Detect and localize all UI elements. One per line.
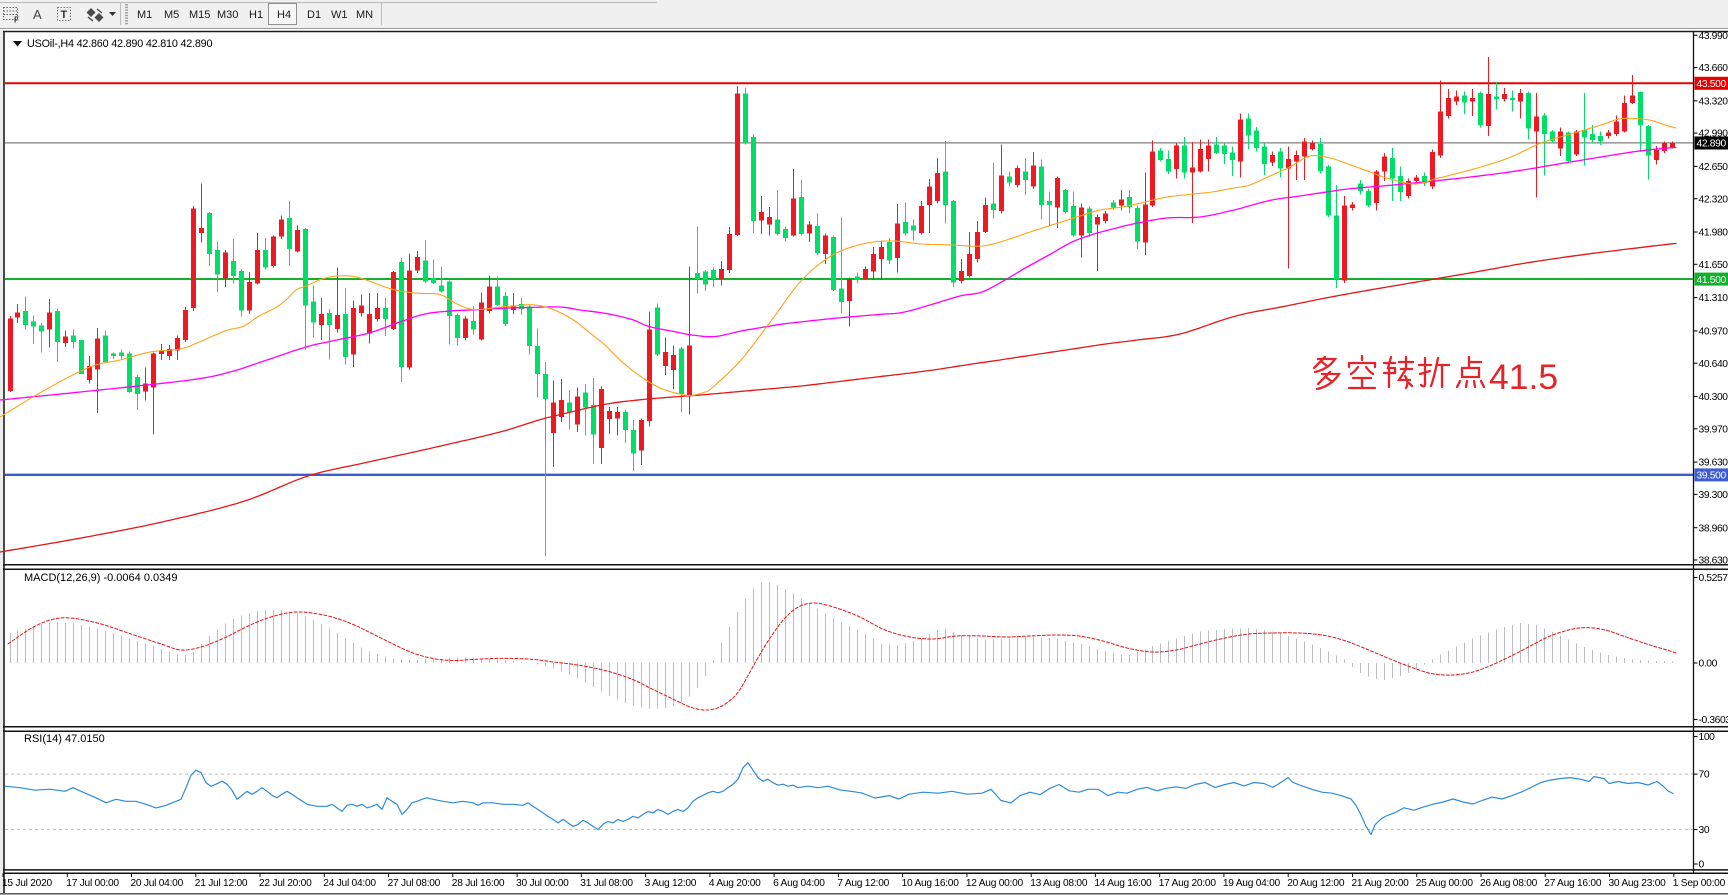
svg-text:30 Jul 00:00: 30 Jul 00:00 [516,878,569,889]
svg-text:-0.3603: -0.3603 [1699,715,1728,726]
svg-text:27 Aug 16:00: 27 Aug 16:00 [1544,878,1602,889]
svg-text:12 Aug 00:00: 12 Aug 00:00 [966,878,1024,889]
svg-text:39.500: 39.500 [1697,471,1727,482]
svg-text:A: A [33,7,42,22]
svg-text:17 Aug 20:00: 17 Aug 20:00 [1159,878,1217,889]
svg-text:MACD(12,26,9) -0.0064 0.0349: MACD(12,26,9) -0.0064 0.0349 [24,572,177,584]
svg-text:26 Aug 08:00: 26 Aug 08:00 [1480,878,1538,889]
svg-text:F: F [14,16,19,25]
svg-text:M5: M5 [164,9,179,21]
svg-text:42.320: 42.320 [1699,194,1728,205]
svg-text:0.5257: 0.5257 [1699,573,1728,584]
svg-text:41.5: 41.5 [1489,357,1558,397]
svg-text:41.500: 41.500 [1697,275,1727,286]
svg-text:H1: H1 [249,9,263,21]
svg-text:25 Aug 00:00: 25 Aug 00:00 [1416,878,1474,889]
svg-text:43.500: 43.500 [1697,79,1727,90]
svg-text:38.630: 38.630 [1699,556,1728,567]
svg-text:RSI(14) 47.0150: RSI(14) 47.0150 [24,733,105,745]
svg-text:21 Aug 20:00: 21 Aug 20:00 [1352,878,1410,889]
svg-text:39.300: 39.300 [1699,490,1728,501]
svg-text:20 Jul 04:00: 20 Jul 04:00 [131,878,184,889]
svg-text:T: T [61,9,68,21]
svg-text:1 Sep 00:00: 1 Sep 00:00 [1673,878,1726,889]
svg-text:M1: M1 [137,9,152,21]
svg-text:15 Jul 2020: 15 Jul 2020 [2,878,53,889]
svg-text:27 Jul 08:00: 27 Jul 08:00 [388,878,441,889]
svg-text:10 Aug 16:00: 10 Aug 16:00 [902,878,960,889]
svg-text:7 Aug 12:00: 7 Aug 12:00 [837,878,889,889]
svg-text:42.990: 42.990 [1699,129,1728,140]
svg-text:6 Aug 04:00: 6 Aug 04:00 [773,878,825,889]
svg-text:D1: D1 [307,9,321,21]
svg-text:40.300: 40.300 [1699,392,1728,403]
svg-text:40.640: 40.640 [1699,359,1728,370]
svg-text:70: 70 [1699,770,1710,781]
svg-text:0: 0 [1699,860,1705,871]
svg-text:17 Jul 00:00: 17 Jul 00:00 [66,878,119,889]
svg-text:41.310: 41.310 [1699,293,1728,304]
svg-text:43.320: 43.320 [1699,96,1728,107]
svg-text:W1: W1 [331,9,348,21]
svg-text:42.650: 42.650 [1699,162,1728,173]
svg-text:USOil-,H4 42.860 42.890 42.81: USOil-,H4 42.860 42.890 42.810 42.890 [27,38,212,50]
svg-text:43.990: 43.990 [1699,31,1728,42]
svg-text:21 Jul 12:00: 21 Jul 12:00 [195,878,248,889]
svg-text:42.890: 42.890 [1697,139,1727,150]
svg-text:39.630: 39.630 [1699,458,1728,469]
svg-text:H4: H4 [277,9,291,21]
svg-text:24 Jul 04:00: 24 Jul 04:00 [323,878,376,889]
svg-text:20 Aug 12:00: 20 Aug 12:00 [1287,878,1345,889]
svg-text:41.650: 41.650 [1699,260,1728,271]
svg-text:19 Aug 04:00: 19 Aug 04:00 [1223,878,1281,889]
svg-text:MN: MN [356,9,373,21]
svg-text:41.980: 41.980 [1699,228,1728,239]
svg-text:M15: M15 [189,9,210,21]
svg-text:38.960: 38.960 [1699,523,1728,534]
svg-text:3 Aug 12:00: 3 Aug 12:00 [645,878,697,889]
svg-text:22 Jul 20:00: 22 Jul 20:00 [259,878,312,889]
svg-text:M30: M30 [217,9,238,21]
svg-text:4 Aug 20:00: 4 Aug 20:00 [709,878,761,889]
svg-text:28 Jul 16:00: 28 Jul 16:00 [452,878,505,889]
svg-text:30: 30 [1699,825,1710,836]
svg-text:43.660: 43.660 [1699,63,1728,74]
svg-text:40.970: 40.970 [1699,326,1728,337]
svg-text:30 Aug 23:00: 30 Aug 23:00 [1609,878,1667,889]
svg-text:13 Aug 08:00: 13 Aug 08:00 [1030,878,1088,889]
svg-text:100: 100 [1699,732,1716,743]
svg-text:31 Jul 08:00: 31 Jul 08:00 [580,878,633,889]
svg-text:14 Aug 16:00: 14 Aug 16:00 [1094,878,1152,889]
svg-text:0.00: 0.00 [1699,659,1718,670]
svg-text:39.970: 39.970 [1699,424,1728,435]
